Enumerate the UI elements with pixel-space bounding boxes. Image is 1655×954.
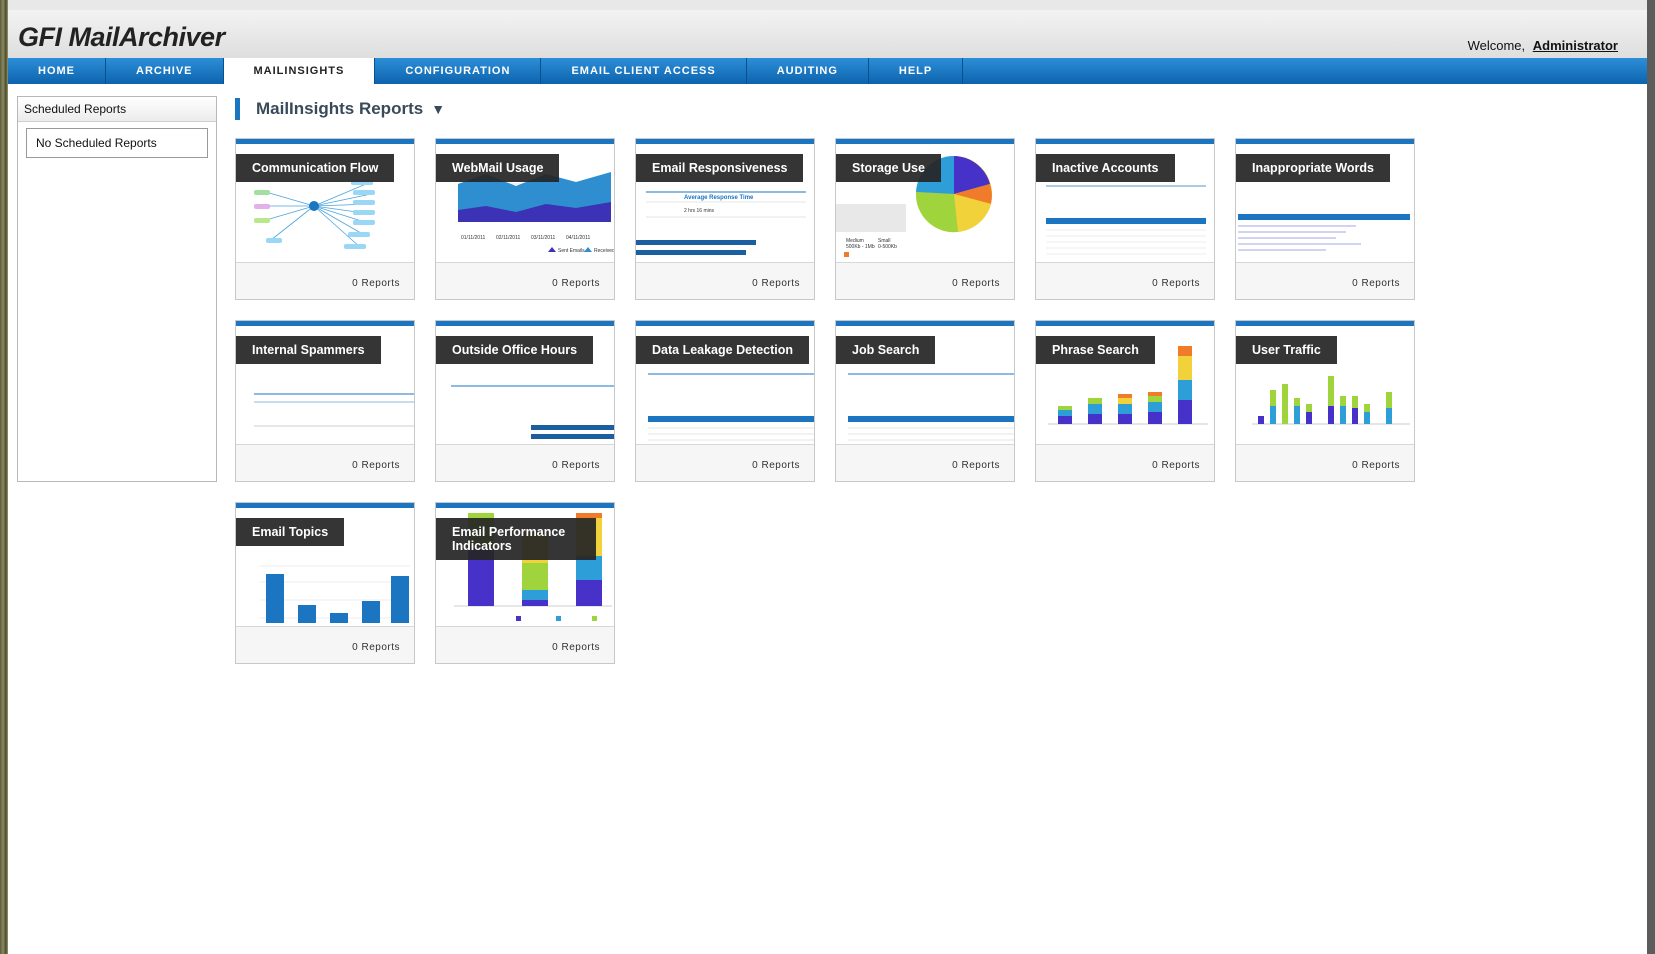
report-card-email-performance-indicators[interactable]: Email Performance Indicators 0 Reports: [435, 502, 615, 664]
svg-text:500Kb - 1Mb: 500Kb - 1Mb: [846, 244, 875, 250]
tab-mailinsights[interactable]: MailInsights: [223, 58, 376, 84]
svg-text:2 hrs 16 mins: 2 hrs 16 mins: [684, 208, 715, 214]
report-count: 0 Reports: [552, 460, 600, 471]
scheduled-reports-title: Scheduled Reports: [18, 97, 216, 122]
window-edge: [1647, 0, 1655, 954]
tab-auditing[interactable]: Auditing: [747, 58, 869, 84]
report-card-title: Email Performance Indicators: [436, 518, 596, 560]
report-card-title: Storage Use: [836, 154, 941, 182]
report-count: 0 Reports: [1152, 278, 1200, 289]
chevron-down-icon[interactable]: ▼: [431, 101, 446, 117]
report-card-outside-office-hours[interactable]: Outside Office Hours 0 Reports: [435, 320, 615, 482]
svg-text:04/11/2011: 04/11/2011: [566, 235, 591, 241]
report-card-inappropriate-words[interactable]: Inappropriate Words 0 Reports: [1235, 138, 1415, 300]
report-card-data-leakage-detection[interactable]: Data Leakage Detection 0 Reports: [635, 320, 815, 482]
main-nav: Home Archive MailInsights Configuration …: [8, 58, 1648, 84]
report-card-job-search[interactable]: Job Search 0 Reports: [835, 320, 1015, 482]
app-logo: GFI MailArchiver: [18, 22, 225, 53]
report-card-title: Email Responsiveness: [636, 154, 804, 182]
report-count: 0 Reports: [1352, 460, 1400, 471]
report-card-email-topics[interactable]: Email Topics 0 Reports: [235, 502, 415, 664]
report-card-title: Data Leakage Detection: [636, 336, 810, 364]
report-card-title: Inappropriate Words: [1236, 154, 1391, 182]
logo-name: MailArchiver: [68, 22, 226, 52]
report-card-title: Outside Office Hours: [436, 336, 594, 364]
report-count: 0 Reports: [952, 460, 1000, 471]
scheduled-reports-panel: Scheduled Reports No Scheduled Reports: [17, 96, 217, 482]
report-count: 0 Reports: [352, 278, 400, 289]
report-thumbnail: 01/11/2011 02/11/2011 03/11/2011 04/11/2011…: [436, 144, 614, 263]
report-card-email-responsiveness[interactable]: Average Response Time 2 hrs 16 mins Emai…: [635, 138, 815, 300]
svg-text:Medium: Medium: [846, 238, 864, 244]
app-header: GFI MailArchiver Welcome, Administrator: [8, 0, 1648, 58]
app-window: GFI MailArchiver Welcome, Administrator …: [8, 0, 1655, 954]
svg-text:03/11/2011: 03/11/2011: [531, 235, 556, 241]
report-card-title: Phrase Search: [1036, 336, 1155, 364]
report-card-communication-flow[interactable]: Communication Flow 0 Reports: [235, 138, 415, 300]
report-card-phrase-search[interactable]: Phrase Search 0 Reports: [1035, 320, 1215, 482]
report-card-title: Inactive Accounts: [1036, 154, 1175, 182]
welcome-area: Welcome, Administrator: [1468, 38, 1618, 53]
report-card-title: Communication Flow: [236, 154, 395, 182]
report-count: 0 Reports: [952, 278, 1000, 289]
tab-configuration[interactable]: Configuration: [375, 58, 542, 84]
welcome-label: Welcome,: [1467, 38, 1526, 53]
report-card-inactive-accounts[interactable]: Inactive Accounts 0 Reports: [1035, 138, 1215, 300]
svg-text:01/11/2011: 01/11/2011: [461, 235, 486, 241]
report-count: 0 Reports: [552, 278, 600, 289]
report-card-title: Internal Spammers: [236, 336, 381, 364]
report-card-storage-use[interactable]: Medium 500Kb - 1Mb Small 0-500Kb Storage Us…: [835, 138, 1015, 300]
report-count: 0 Reports: [752, 460, 800, 471]
scheduled-reports-empty: No Scheduled Reports: [26, 128, 208, 158]
page-title-text: MailInsights Reports: [256, 99, 424, 118]
report-count: 0 Reports: [552, 642, 600, 653]
user-link[interactable]: Administrator: [1532, 38, 1618, 53]
report-count: 0 Reports: [1352, 278, 1400, 289]
svg-text:02/11/2011: 02/11/2011: [496, 235, 521, 241]
report-card-title: WebMail Usage: [436, 154, 560, 182]
tab-archive[interactable]: Archive: [106, 58, 224, 84]
report-card-webmail-usage[interactable]: 01/11/2011 02/11/2011 03/11/2011 04/11/2011…: [435, 138, 615, 300]
tab-help[interactable]: Help: [869, 58, 964, 84]
tab-email-client-access[interactable]: Email Client Access: [541, 58, 747, 84]
report-card-title: Email Topics: [236, 518, 345, 546]
svg-text:0-500Kb: 0-500Kb: [878, 244, 897, 250]
report-card-internal-spammers[interactable]: Internal Spammers 0 Reports: [235, 320, 415, 482]
report-count: 0 Reports: [352, 642, 400, 653]
report-count: 0 Reports: [1152, 460, 1200, 471]
svg-text:Average Response Time: Average Response Time: [684, 195, 754, 201]
svg-text:Sent Emails: Sent Emails: [558, 248, 585, 254]
svg-text:Small: Small: [878, 238, 891, 244]
page-title[interactable]: MailInsights Reports ▼: [235, 98, 445, 120]
report-count: 0 Reports: [752, 278, 800, 289]
report-card-user-traffic[interactable]: User Traffic 0 Reports: [1235, 320, 1415, 482]
tab-home[interactable]: Home: [8, 58, 106, 84]
report-card-title: Job Search: [836, 336, 936, 364]
report-count: 0 Reports: [352, 460, 400, 471]
report-card-title: User Traffic: [1236, 336, 1337, 364]
svg-text:Received: Received: [594, 248, 614, 254]
logo-brand: GFI: [18, 22, 62, 52]
